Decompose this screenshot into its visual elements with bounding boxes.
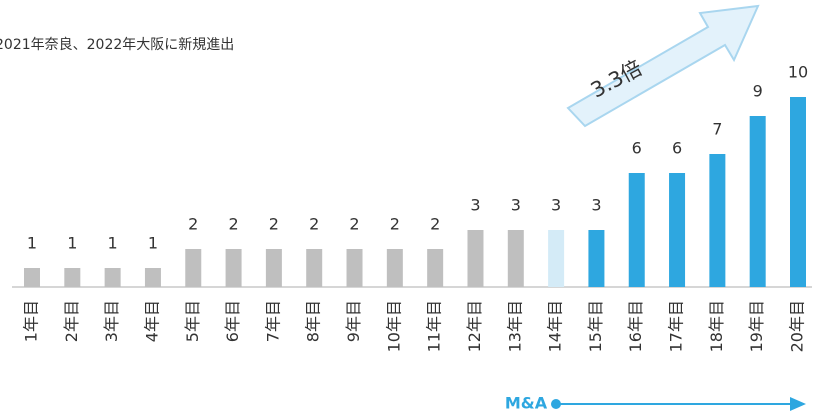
- x-tick-label: 3年目: [102, 300, 121, 342]
- bar: [306, 249, 323, 287]
- value-label: 10: [788, 63, 808, 82]
- bar: [346, 249, 363, 287]
- x-tick-label: 9年目: [344, 300, 363, 342]
- subtitle: 2021年奈良、2022年大阪に新規進出: [0, 37, 234, 53]
- bar: [104, 268, 121, 287]
- bar: [749, 116, 766, 287]
- bar: [265, 249, 282, 287]
- value-label: 2: [309, 215, 319, 234]
- x-tick-label: 20年目: [788, 300, 807, 352]
- bar: [185, 249, 202, 287]
- value-label: 2: [228, 215, 238, 234]
- x-tick-label: 16年目: [626, 300, 645, 352]
- x-tick-label: 4年目: [142, 300, 161, 342]
- bar: [144, 268, 161, 287]
- value-label: 1: [108, 234, 118, 253]
- x-tick-label: 6年目: [223, 300, 242, 342]
- x-tick-label: 1年目: [22, 300, 41, 342]
- x-tick-label: 11年目: [425, 300, 444, 352]
- bar: [427, 249, 444, 287]
- bar: [225, 249, 242, 287]
- x-tick-label: 13年目: [505, 300, 524, 352]
- x-tick-label: 8年目: [304, 300, 323, 342]
- value-label: 3: [470, 196, 480, 215]
- x-tick-label: 18年目: [707, 300, 726, 352]
- value-label: 2: [390, 215, 400, 234]
- bar: [588, 230, 605, 287]
- growth-arrow: [566, 4, 760, 128]
- x-tick-label: 12年目: [465, 300, 484, 352]
- bar: [709, 154, 726, 287]
- value-label: 1: [67, 234, 77, 253]
- bar: [548, 230, 565, 287]
- x-tick-label: 19年目: [747, 300, 766, 352]
- value-label: 2: [349, 215, 359, 234]
- value-label: 2: [269, 215, 279, 234]
- bar: [669, 173, 686, 287]
- value-label: 2: [188, 215, 198, 234]
- x-tick-label: 17年目: [667, 300, 686, 352]
- bar: [467, 230, 484, 287]
- value-label: 6: [632, 139, 642, 158]
- x-tick-label: 15年目: [586, 300, 605, 352]
- bar: [628, 173, 645, 287]
- value-label: 3: [551, 196, 561, 215]
- value-label: 7: [712, 120, 722, 139]
- value-label: 2: [430, 215, 440, 234]
- bar: [24, 268, 40, 287]
- bar: [64, 268, 81, 287]
- x-tick-label: 14年目: [546, 300, 565, 352]
- x-tick-label: 5年目: [183, 300, 202, 342]
- value-label: 9: [753, 82, 763, 101]
- value-label: 3: [591, 196, 601, 215]
- value-label: 3: [511, 196, 521, 215]
- x-tick-label: 10年目: [384, 300, 403, 352]
- value-label: 1: [148, 234, 158, 253]
- bar: [507, 230, 524, 287]
- value-label: 1: [27, 234, 37, 253]
- value-label: 6: [672, 139, 682, 158]
- x-tick-label: 7年目: [263, 300, 282, 342]
- range-arrowhead: [790, 397, 806, 411]
- bar: [790, 97, 806, 287]
- bar: [386, 249, 403, 287]
- x-tick-label: 2年目: [62, 300, 81, 342]
- range-label: M&A: [505, 394, 548, 413]
